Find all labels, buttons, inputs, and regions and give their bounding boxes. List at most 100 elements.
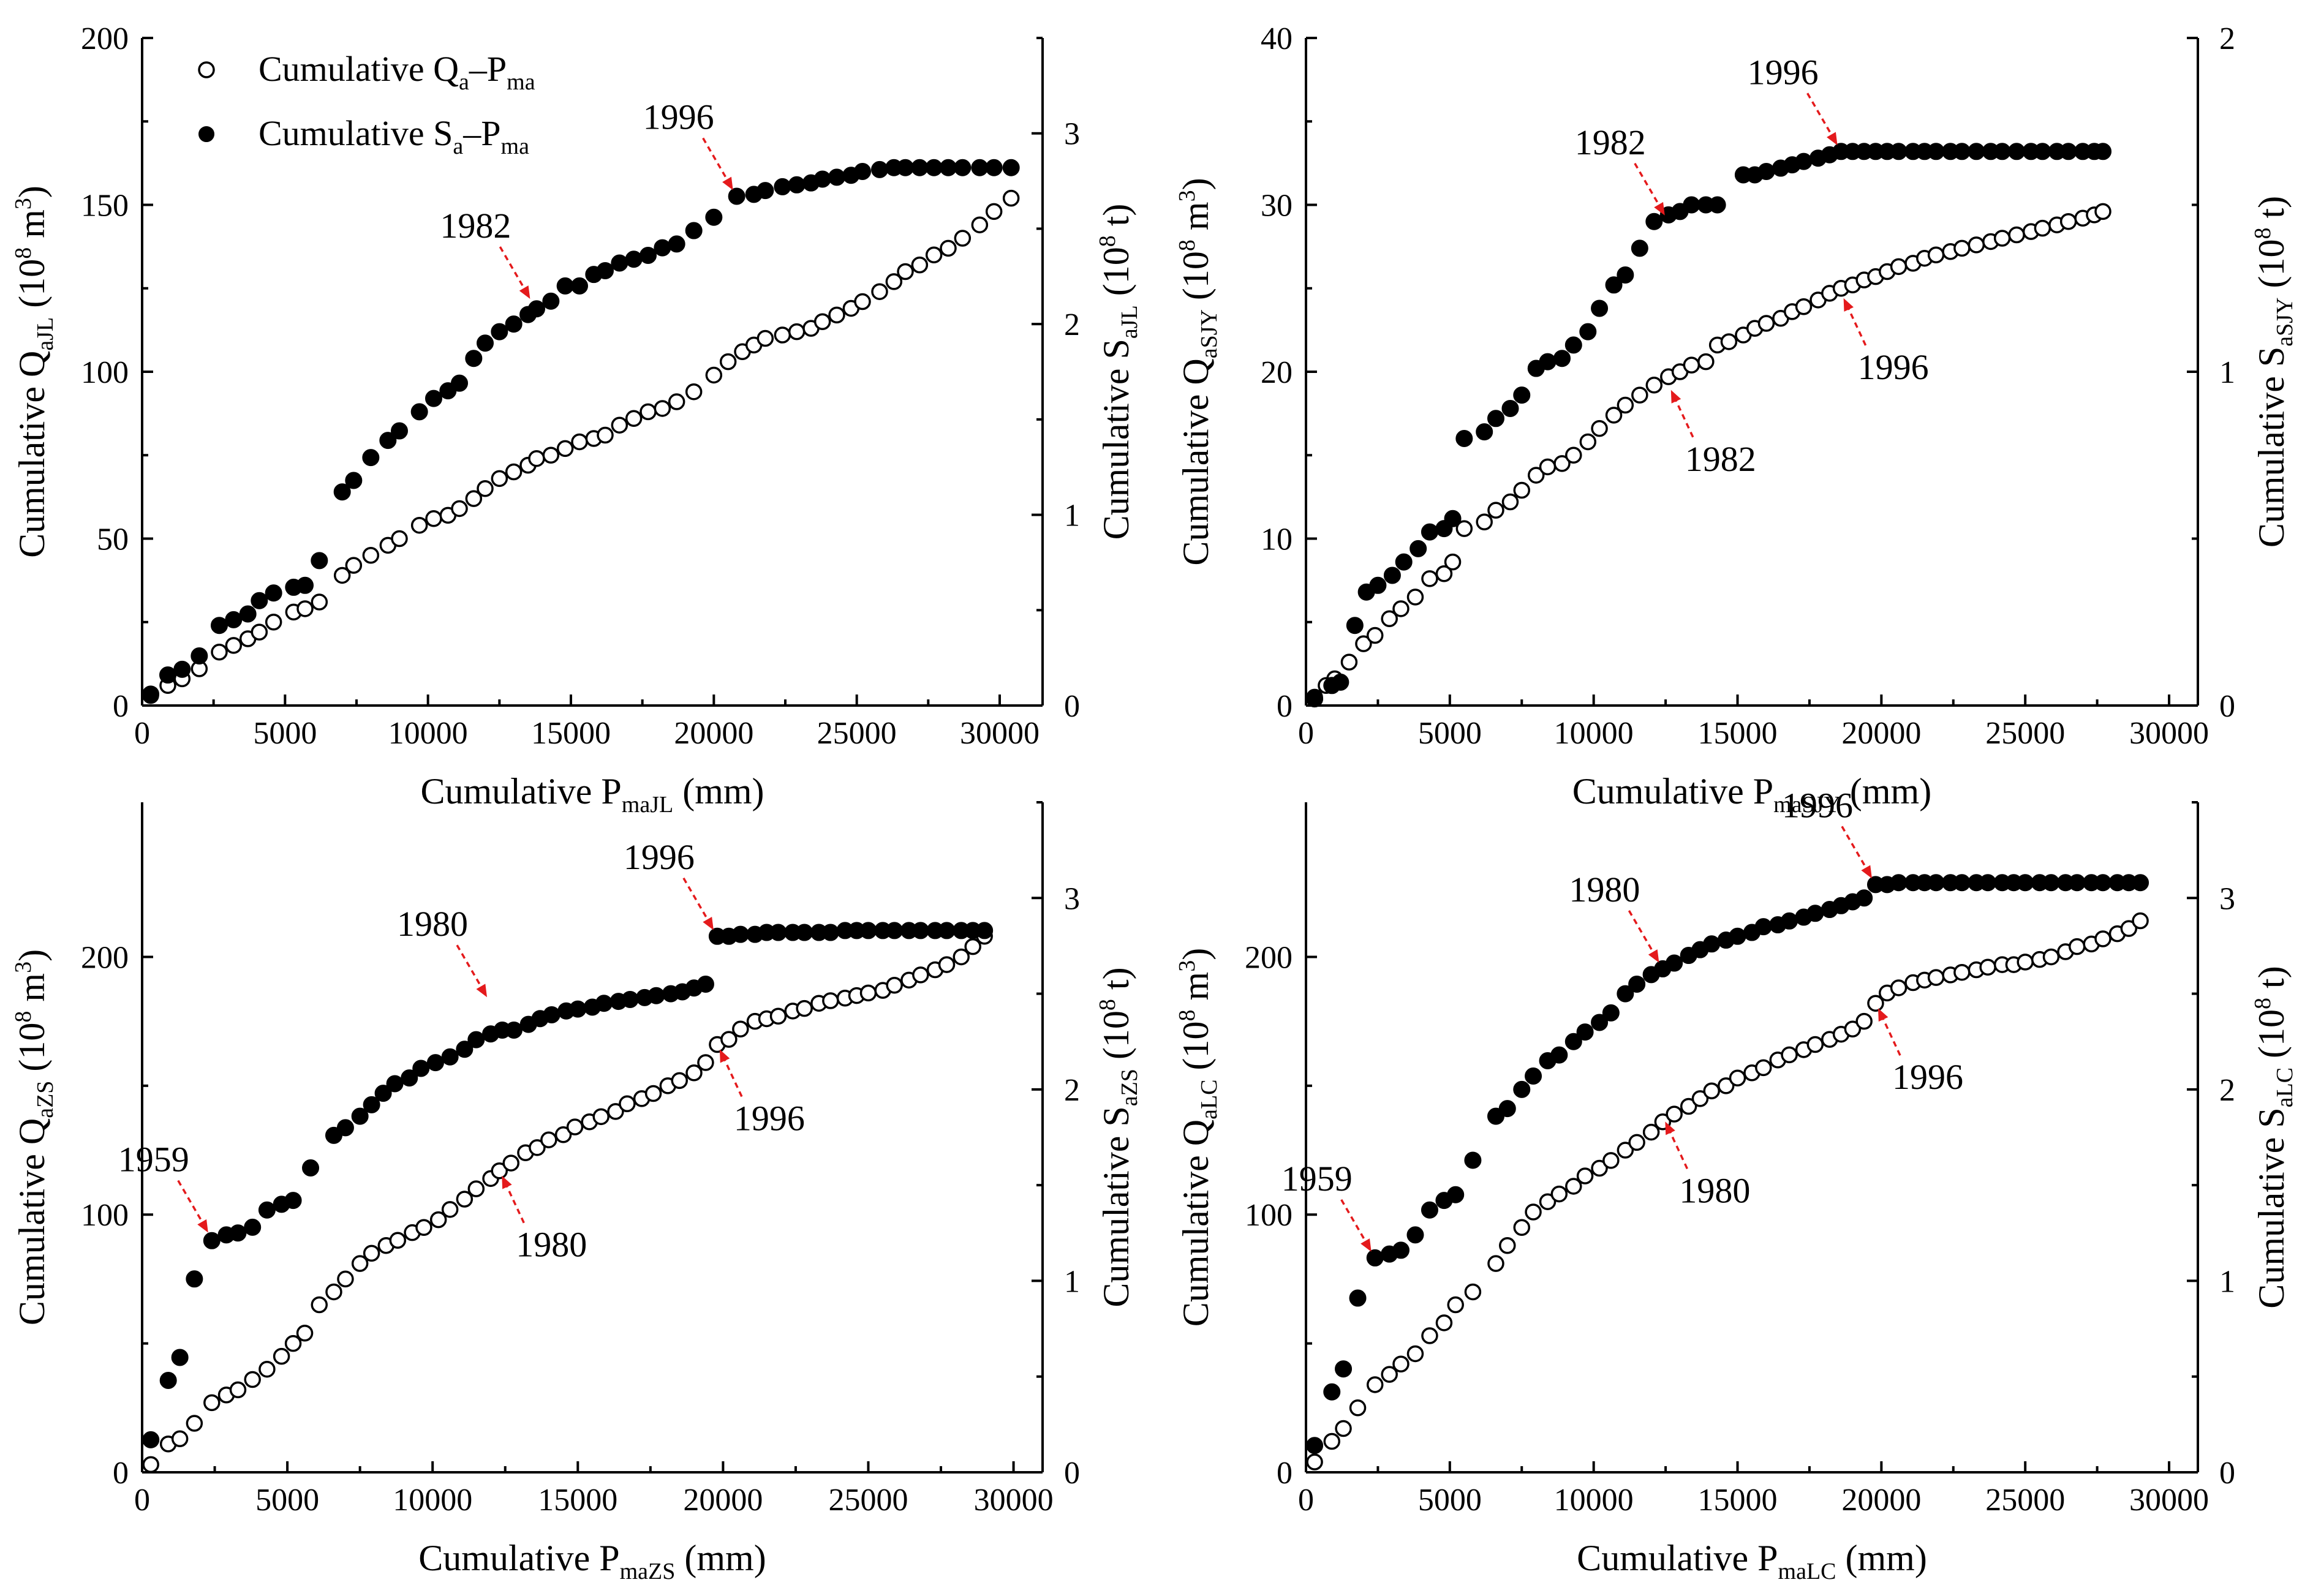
data-point: [828, 306, 845, 324]
data-point: [425, 390, 442, 407]
data-point: [685, 222, 703, 239]
data-point: [429, 1211, 447, 1229]
y-right-tick-label: 2: [1064, 1073, 1080, 1108]
data-point: [769, 1007, 787, 1025]
annotation-arrowhead: [1861, 865, 1872, 879]
chart-panel-JL: 0 5000 10000 15000 20000 25000 30000 0 50 100 150 2…: [10, 21, 1142, 818]
data-point: [1642, 1123, 1660, 1141]
data-point: [1591, 1159, 1608, 1177]
data-point: [1455, 520, 1473, 537]
data-point: [1366, 1376, 1384, 1393]
annotation-arrowhead: [1877, 1008, 1889, 1022]
data-point: [571, 277, 588, 295]
data-point: [1498, 1100, 1516, 1118]
data-point: [1628, 1134, 1645, 1151]
annotation-year: 1996: [734, 1099, 805, 1139]
data-point: [2068, 938, 2086, 955]
data-point: [1617, 396, 1634, 414]
data-point: [821, 924, 839, 941]
annotation-arrowhead: [1670, 390, 1681, 404]
x-tick-label: 10000: [393, 1483, 472, 1518]
label-part: maLC: [1778, 1559, 1836, 1584]
data-point: [1720, 333, 1738, 350]
data-point: [225, 637, 243, 654]
data-point: [1755, 1059, 1772, 1077]
x-tick-label: 20000: [674, 716, 753, 751]
label-part: aZS: [1117, 1069, 1142, 1106]
data-point: [696, 975, 714, 993]
label-part: 8: [10, 247, 36, 259]
label-part: (10: [12, 1023, 52, 1081]
x-tick-label: 20000: [683, 1483, 763, 1518]
data-point: [625, 250, 643, 268]
data-point: [1993, 230, 2011, 247]
y-right-tick-label: 0: [1064, 689, 1080, 724]
y-right-axis-label: Cumulative SaJL (108 t): [1095, 204, 1142, 540]
data-point: [940, 239, 957, 257]
data-point: [757, 182, 774, 200]
data-point: [410, 516, 428, 534]
x-tick-label: 30000: [2129, 1483, 2209, 1518]
data-point: [1464, 1151, 1482, 1169]
data-point: [569, 1000, 587, 1018]
data-point: [2094, 930, 2111, 947]
y-left-tick-label: 100: [1245, 1198, 1293, 1233]
data-point: [1781, 1046, 1798, 1064]
data-point: [1553, 350, 1571, 367]
data-point: [1381, 610, 1398, 628]
data-point: [1576, 1167, 1594, 1184]
data-point: [640, 403, 657, 421]
label-part: m: [1176, 201, 1216, 239]
data-point: [1447, 1186, 1465, 1203]
data-point: [2068, 874, 2086, 892]
data-point: [244, 1218, 262, 1236]
data-point: [1435, 565, 1453, 582]
data-point: [325, 1283, 342, 1301]
series-s: [142, 159, 1020, 703]
data-point: [543, 1006, 560, 1023]
y-right-axis-label: Cumulative SaLC (108 t): [2250, 966, 2298, 1308]
data-point: [1691, 1090, 1709, 1107]
label-part: aJL: [32, 317, 58, 351]
x-tick-label: 5000: [1418, 716, 1482, 751]
annotation-year: 1959: [118, 1140, 189, 1180]
data-point: [415, 1219, 432, 1237]
data-point: [302, 1159, 320, 1177]
data-point: [1525, 1067, 1542, 1085]
data-point: [1392, 600, 1410, 617]
label-part: aLC: [2272, 1067, 2298, 1107]
data-point: [911, 922, 929, 939]
x-tick-label: 0: [134, 1483, 150, 1518]
data-point: [456, 1041, 474, 1058]
label-part: maZS: [620, 1559, 676, 1584]
label-part: Cumulative S: [1096, 339, 1136, 540]
label-part: (10: [2251, 239, 2292, 298]
data-point: [774, 326, 791, 344]
x-tick-label: 25000: [1985, 1483, 2065, 1518]
data-point: [1002, 159, 1020, 176]
data-point: [142, 1431, 160, 1448]
data-point: [705, 208, 723, 226]
data-point: [619, 1095, 636, 1113]
data-point: [886, 976, 903, 994]
data-point: [491, 323, 508, 341]
data-point: [1617, 1142, 1634, 1159]
label-part: –P: [469, 49, 507, 89]
label-part: Cumulative Q: [12, 351, 52, 558]
data-point: [1421, 1327, 1438, 1344]
data-point: [1867, 995, 1884, 1012]
annotation-arrowhead: [1665, 1121, 1675, 1135]
annotation-year: 1982: [440, 206, 511, 246]
label-part: a: [453, 134, 463, 159]
data-point: [1591, 299, 1609, 317]
data-point: [540, 1131, 557, 1148]
label-part: (10: [1096, 1011, 1136, 1069]
data-point: [1754, 918, 1772, 936]
data-point: [467, 1031, 485, 1048]
data-point: [668, 235, 685, 253]
data-point: [885, 273, 903, 290]
data-point: [1550, 1046, 1568, 1064]
data-point: [2017, 954, 2034, 971]
y-left-axis-label: Cumulative QaLC (108 m3): [1174, 948, 1222, 1327]
label-part: 8: [1095, 999, 1120, 1011]
